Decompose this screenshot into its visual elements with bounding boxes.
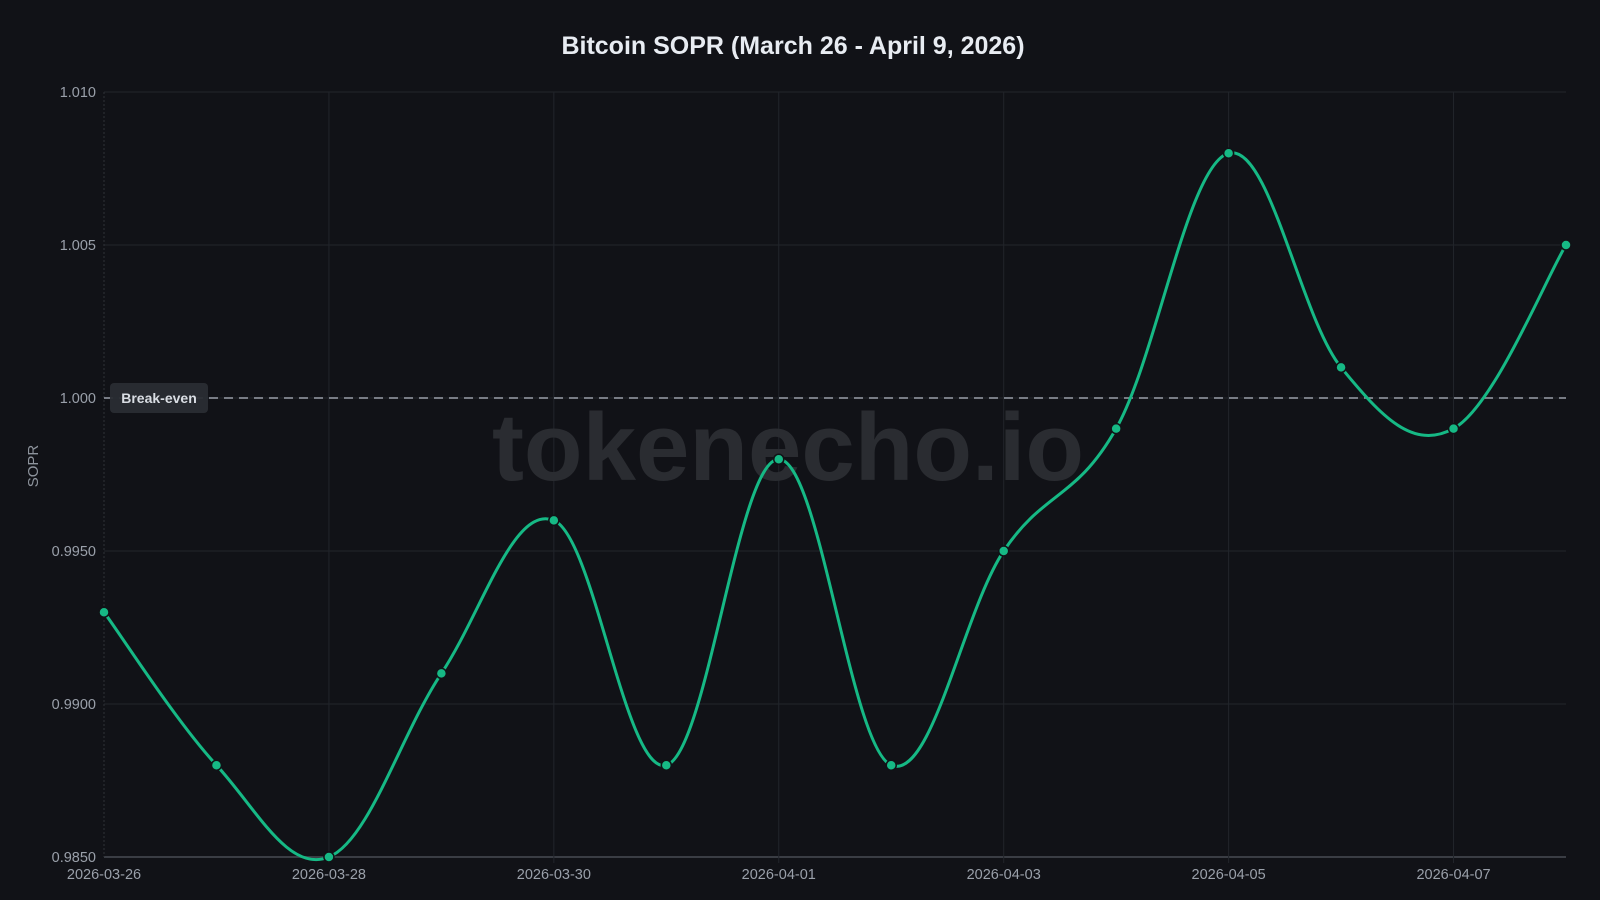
data-point[interactable]	[435, 667, 448, 680]
data-point[interactable]	[885, 759, 897, 771]
y-tick-label: 1.010	[60, 85, 96, 101]
data-point[interactable]	[1222, 147, 1235, 159]
data-point[interactable]	[997, 545, 1010, 557]
y-tick-label: 0.9950	[52, 544, 96, 560]
x-axis: 2026-03-26 2026-03-28 2026-03-30 2026-04-01…	[67, 867, 1491, 883]
data-points	[98, 147, 1572, 863]
x-tick-label: 2026-03-26	[67, 867, 141, 883]
sopr-series-line	[102, 151, 1568, 861]
chart-title: Bitcoin SOPR (March 26 - April 9, 2026)	[561, 32, 1025, 60]
x-tick-label: 2026-04-05	[1192, 867, 1266, 883]
break-even-line: Break-even	[104, 383, 1566, 413]
data-point[interactable]	[773, 453, 785, 465]
y-axis-label: SOPR	[25, 445, 42, 488]
data-point[interactable]	[1335, 361, 1347, 374]
y-tick-label: 0.9850	[52, 850, 96, 866]
x-tick-label: 2026-04-07	[1416, 867, 1490, 883]
data-point[interactable]	[1560, 239, 1572, 251]
data-point[interactable]	[660, 759, 673, 771]
data-point[interactable]	[548, 514, 560, 527]
data-point[interactable]	[210, 759, 223, 771]
data-point[interactable]	[98, 606, 110, 618]
watermark: tokenecho.io	[492, 394, 1084, 501]
x-tick-label: 2026-04-03	[967, 867, 1041, 883]
break-even-badge	[110, 383, 208, 413]
y-axis: 1.010 1.005 1.000 0.9950 0.9900 0.9850	[52, 85, 96, 866]
data-point[interactable]	[1447, 422, 1460, 435]
data-point[interactable]	[1110, 422, 1122, 435]
x-tick-label: 2026-03-28	[292, 867, 366, 883]
y-tick-label: 1.005	[60, 238, 96, 254]
data-point[interactable]	[323, 851, 335, 863]
x-tick-label: 2026-04-01	[742, 867, 816, 883]
y-tick-label: 0.9900	[52, 697, 96, 713]
y-tick-label: 1.000	[60, 391, 96, 407]
x-tick-label: 2026-03-30	[517, 867, 591, 883]
break-even-label: Break-even	[121, 390, 197, 406]
